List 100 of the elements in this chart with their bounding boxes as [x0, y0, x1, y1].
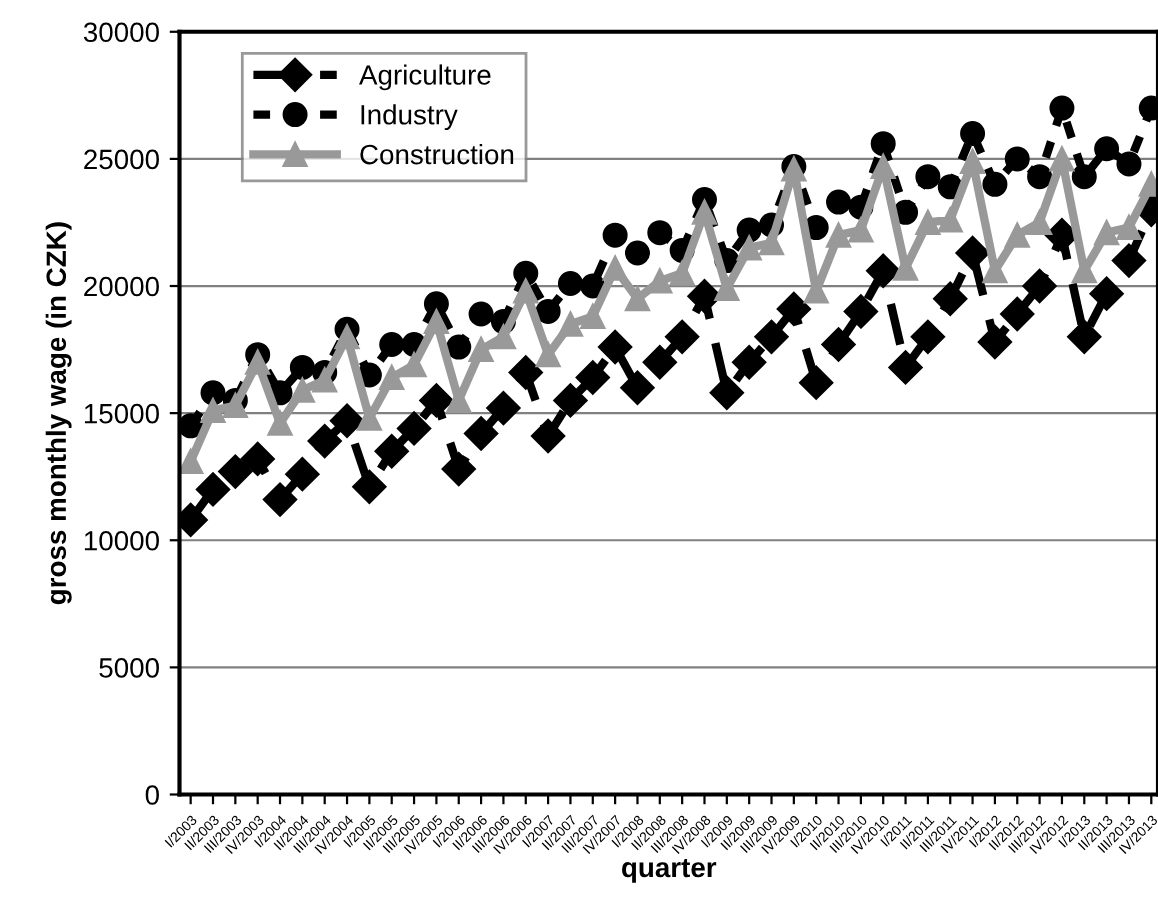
legend-label: Industry [361, 104, 458, 131]
point [642, 345, 677, 380]
point [463, 416, 499, 451]
point [1027, 164, 1053, 190]
legend-label: Agriculture [359, 64, 491, 91]
point [687, 279, 722, 314]
point [379, 365, 405, 391]
point [732, 345, 767, 380]
point [888, 350, 923, 385]
point [821, 327, 856, 362]
point [870, 154, 896, 180]
y-tick-label: 5000 [99, 658, 159, 678]
point [624, 286, 650, 312]
point [870, 131, 896, 157]
y-tick-label: 20000 [84, 276, 159, 297]
point [1049, 146, 1075, 172]
y-tick-label: 0 [145, 785, 159, 805]
point [468, 301, 494, 327]
point [1116, 151, 1142, 177]
point [602, 255, 628, 281]
point [401, 352, 427, 378]
point [240, 441, 275, 477]
point [486, 390, 521, 426]
point [490, 324, 516, 350]
point [955, 235, 990, 271]
point [468, 337, 494, 363]
point [379, 331, 405, 357]
point [982, 171, 1008, 197]
point [262, 482, 298, 517]
point [441, 451, 476, 487]
point [843, 294, 878, 329]
point [736, 235, 762, 261]
point [580, 273, 606, 299]
point [1004, 222, 1030, 248]
point [736, 217, 762, 243]
point [866, 253, 901, 288]
point [602, 222, 628, 248]
point [620, 370, 655, 405]
point [669, 260, 695, 286]
point [982, 258, 1008, 284]
point [960, 120, 986, 146]
point [557, 270, 583, 296]
legend-label: Construction [360, 143, 514, 165]
point [1094, 220, 1120, 246]
point [553, 383, 588, 418]
point [1000, 296, 1035, 332]
point [352, 469, 387, 504]
point [513, 260, 539, 286]
point [598, 329, 633, 365]
point [691, 199, 717, 225]
point [222, 393, 248, 419]
point [910, 319, 945, 354]
point [1067, 319, 1102, 354]
point [179, 413, 204, 439]
point [1049, 95, 1075, 121]
point [1089, 276, 1124, 311]
point [647, 220, 673, 246]
point [508, 355, 543, 390]
point [714, 276, 740, 302]
point [826, 222, 852, 248]
point [200, 380, 226, 406]
point [531, 418, 566, 454]
point [396, 411, 432, 446]
point [312, 367, 338, 393]
point [179, 448, 204, 474]
point [624, 240, 650, 266]
point [759, 230, 785, 256]
point [419, 383, 454, 418]
point [937, 207, 963, 233]
x-axis-title: quarter [622, 858, 717, 883]
point [1094, 136, 1120, 162]
point [446, 387, 472, 413]
point [1004, 146, 1030, 172]
y-tick-label: 15000 [84, 403, 159, 424]
point [356, 405, 382, 431]
point [289, 354, 315, 380]
point [535, 342, 561, 368]
point [423, 309, 449, 335]
point [1111, 243, 1147, 278]
point [218, 454, 253, 489]
point [665, 319, 700, 354]
point [285, 457, 320, 492]
point [1027, 209, 1053, 235]
point [709, 375, 744, 410]
point [799, 365, 834, 400]
y-tick-label: 30000 [83, 22, 159, 43]
y-tick-label: 25000 [84, 149, 159, 170]
point [374, 434, 409, 469]
point [446, 334, 472, 360]
point [754, 319, 789, 354]
point [915, 209, 941, 235]
point [329, 403, 365, 438]
point [557, 311, 583, 337]
point [915, 164, 941, 190]
point [1022, 268, 1057, 304]
point [195, 472, 231, 507]
point [1116, 215, 1142, 241]
point [580, 304, 606, 330]
y-tick-label: 10000 [84, 530, 159, 551]
point [267, 410, 293, 436]
